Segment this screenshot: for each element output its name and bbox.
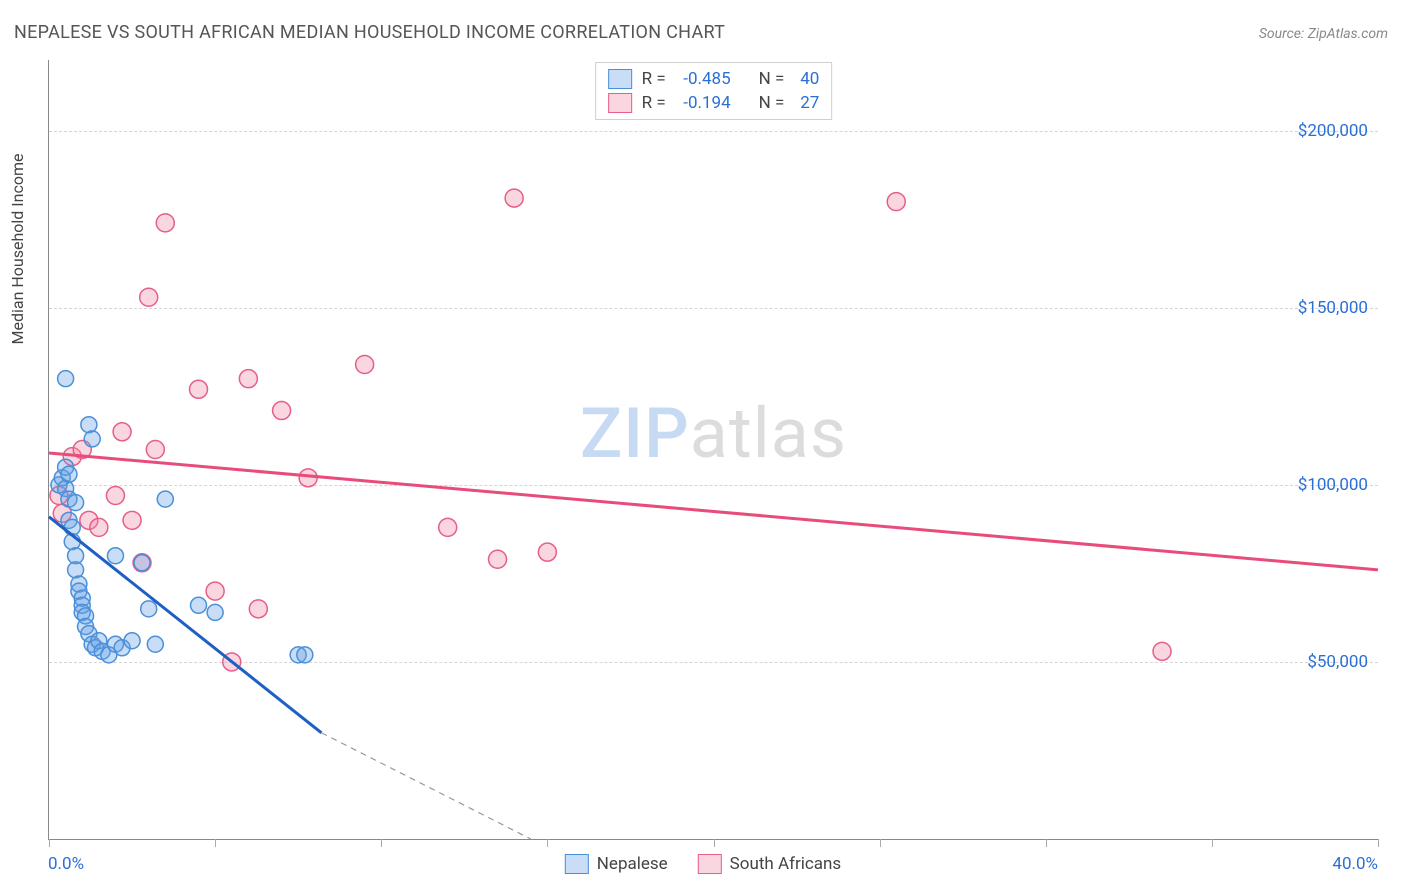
n-value-nepalese: 40	[794, 69, 819, 89]
source-value: ZipAtlas.com	[1308, 26, 1388, 42]
source-label: Source:	[1259, 26, 1304, 42]
r-value-south-africans: -0.194	[676, 93, 731, 113]
stats-row-south-africans: R = -0.194 N = 27	[608, 91, 820, 115]
chart-svg	[49, 60, 1378, 839]
n-label-south-africans: N =	[759, 93, 785, 113]
legend-label-south-africans: South Africans	[730, 854, 842, 874]
legend-item-south-africans: South Africans	[698, 854, 842, 874]
stats-row-nepalese: R = -0.485 N = 40	[608, 67, 820, 91]
y-tick-label: $100,000	[1298, 475, 1368, 495]
bottom-legend: Nepalese South Africans	[565, 854, 841, 874]
x-axis-max-label: 40.0%	[1332, 854, 1378, 874]
chart-container: NEPALESE VS SOUTH AFRICAN MEDIAN HOUSEHO…	[0, 0, 1406, 892]
y-axis-label: Median Household Income	[8, 154, 27, 345]
y-tick-label: $150,000	[1298, 298, 1368, 318]
swatch-south-africans	[608, 93, 632, 113]
legend-swatch-nepalese	[565, 854, 589, 874]
r-label-nepalese: R =	[642, 69, 666, 89]
r-label-south-africans: R =	[642, 93, 666, 113]
n-label-nepalese: N =	[759, 69, 785, 89]
source-attribution: Source: ZipAtlas.com	[1259, 26, 1388, 42]
legend-swatch-south-africans	[698, 854, 722, 874]
legend-label-nepalese: Nepalese	[597, 854, 668, 874]
plot-area: ZIPatlas R = -0.485 N = 40 R = -0.194 N …	[48, 60, 1378, 840]
x-axis-min-label: 0.0%	[48, 854, 84, 874]
chart-title: NEPALESE VS SOUTH AFRICAN MEDIAN HOUSEHO…	[14, 22, 725, 43]
stats-box: R = -0.485 N = 40 R = -0.194 N = 27	[595, 62, 833, 120]
r-value-nepalese: -0.485	[676, 69, 731, 89]
swatch-nepalese	[608, 69, 632, 89]
y-tick-label: $200,000	[1298, 121, 1368, 141]
y-tick-label: $50,000	[1307, 652, 1368, 672]
n-value-south-africans: 27	[794, 93, 819, 113]
legend-item-nepalese: Nepalese	[565, 854, 668, 874]
